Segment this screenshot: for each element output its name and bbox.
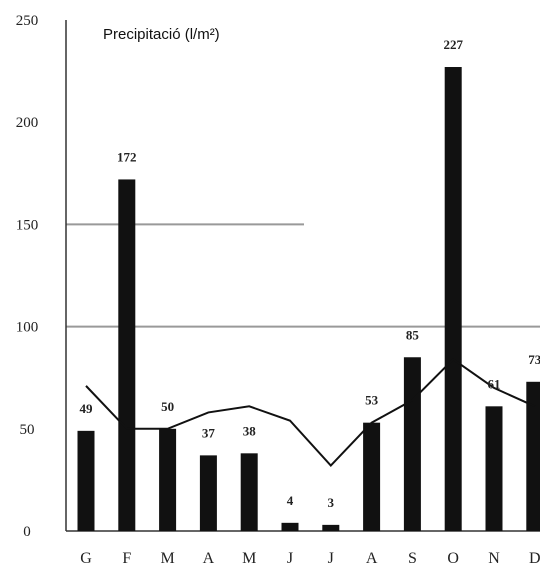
data-label: 172 <box>117 149 137 164</box>
data-labels: 49 172 50 37 38 4 3 53 85 227 61 73 <box>80 37 540 510</box>
x-category-label: J <box>287 550 293 567</box>
data-label: 4 <box>287 493 294 508</box>
bar <box>444 67 462 532</box>
y-tick-label: 150 <box>16 217 39 233</box>
x-category-label: O <box>447 550 459 567</box>
data-label: 50 <box>161 399 174 414</box>
data-label: 61 <box>488 376 501 391</box>
bar <box>403 357 421 531</box>
data-label: 53 <box>365 393 379 408</box>
x-category-label: S <box>408 550 417 567</box>
bar <box>199 455 217 531</box>
x-category-label: J <box>328 550 334 567</box>
bar <box>526 381 540 531</box>
y-tick-label: 250 <box>16 13 39 29</box>
line-series <box>85 358 536 468</box>
y-tick-label: 100 <box>16 320 39 336</box>
line-path <box>85 358 536 468</box>
x-category-label: F <box>122 550 131 567</box>
x-category-label: A <box>203 550 215 567</box>
bar <box>240 453 258 531</box>
bar <box>485 406 503 531</box>
bar-series <box>77 67 540 532</box>
chart-title: Precipitació (l/m²) <box>103 26 220 43</box>
bar <box>159 428 177 531</box>
bar <box>118 179 136 531</box>
y-axis-ticks: 0 50 100 150 200 250 <box>16 13 39 540</box>
data-label: 49 <box>80 401 94 416</box>
x-category-label: D <box>529 550 540 567</box>
data-label: 73 <box>528 352 540 367</box>
data-label: 227 <box>443 37 463 52</box>
x-category-label: M <box>242 550 256 567</box>
x-category-label: N <box>488 550 500 567</box>
y-tick-label: 0 <box>23 524 31 540</box>
y-tick-label: 50 <box>20 422 35 438</box>
bar <box>322 524 340 531</box>
data-label: 85 <box>406 327 420 342</box>
bar <box>77 430 95 531</box>
bar <box>281 522 299 531</box>
data-label: 38 <box>243 423 257 438</box>
x-category-label: M <box>160 550 174 567</box>
data-label: 3 <box>328 495 335 510</box>
bar <box>363 422 381 531</box>
axes <box>65 20 540 532</box>
y-tick-label: 200 <box>16 115 39 131</box>
gridlines <box>66 223 540 328</box>
data-label: 37 <box>202 425 216 440</box>
x-category-label: G <box>80 550 92 567</box>
x-category-label: A <box>366 550 378 567</box>
